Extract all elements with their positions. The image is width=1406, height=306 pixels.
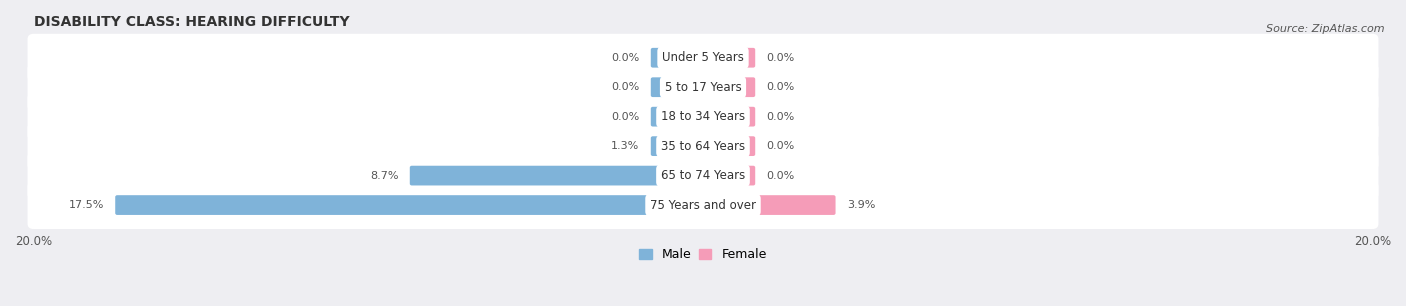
Text: 65 to 74 Years: 65 to 74 Years	[661, 169, 745, 182]
FancyBboxPatch shape	[28, 181, 1378, 229]
FancyBboxPatch shape	[702, 166, 755, 185]
Text: 0.0%: 0.0%	[766, 112, 794, 122]
FancyBboxPatch shape	[651, 77, 704, 97]
Text: 0.0%: 0.0%	[766, 171, 794, 181]
FancyBboxPatch shape	[651, 107, 704, 127]
Text: DISABILITY CLASS: HEARING DIFFICULTY: DISABILITY CLASS: HEARING DIFFICULTY	[34, 15, 349, 29]
FancyBboxPatch shape	[702, 48, 755, 68]
Text: 3.9%: 3.9%	[846, 200, 876, 210]
FancyBboxPatch shape	[28, 34, 1378, 82]
Text: 0.0%: 0.0%	[612, 112, 640, 122]
Text: 8.7%: 8.7%	[370, 171, 398, 181]
FancyBboxPatch shape	[702, 107, 755, 127]
Text: 1.3%: 1.3%	[612, 141, 640, 151]
Text: 75 Years and over: 75 Years and over	[650, 199, 756, 211]
Text: Source: ZipAtlas.com: Source: ZipAtlas.com	[1267, 24, 1385, 35]
FancyBboxPatch shape	[651, 136, 704, 156]
FancyBboxPatch shape	[28, 122, 1378, 170]
Text: 0.0%: 0.0%	[766, 53, 794, 63]
Text: 0.0%: 0.0%	[766, 82, 794, 92]
Text: 0.0%: 0.0%	[612, 82, 640, 92]
FancyBboxPatch shape	[115, 195, 704, 215]
Text: 17.5%: 17.5%	[69, 200, 104, 210]
FancyBboxPatch shape	[28, 93, 1378, 141]
FancyBboxPatch shape	[702, 136, 755, 156]
FancyBboxPatch shape	[28, 63, 1378, 111]
Text: Under 5 Years: Under 5 Years	[662, 51, 744, 64]
Text: 0.0%: 0.0%	[766, 141, 794, 151]
FancyBboxPatch shape	[702, 77, 755, 97]
Text: 5 to 17 Years: 5 to 17 Years	[665, 81, 741, 94]
Legend: Male, Female: Male, Female	[634, 243, 772, 266]
FancyBboxPatch shape	[28, 152, 1378, 200]
FancyBboxPatch shape	[409, 166, 704, 185]
Text: 0.0%: 0.0%	[612, 53, 640, 63]
Text: 35 to 64 Years: 35 to 64 Years	[661, 140, 745, 153]
FancyBboxPatch shape	[702, 195, 835, 215]
FancyBboxPatch shape	[651, 48, 704, 68]
Text: 18 to 34 Years: 18 to 34 Years	[661, 110, 745, 123]
